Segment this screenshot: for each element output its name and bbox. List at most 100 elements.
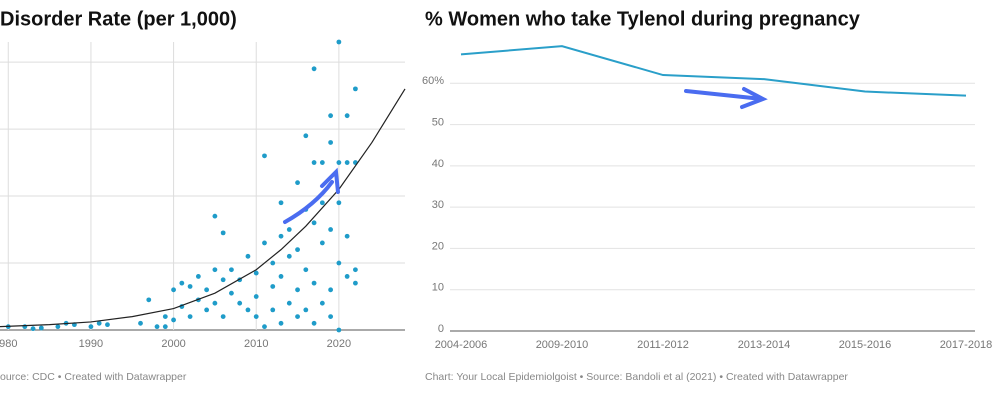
point: [262, 153, 267, 159]
point: [253, 294, 259, 299]
x-tick-label: 2017-2018: [940, 339, 993, 351]
point: [229, 290, 234, 296]
point: [295, 247, 300, 253]
annotation-arrows: [283, 87, 768, 224]
point: [55, 324, 61, 330]
point: [237, 300, 243, 306]
y-tick-label: 40: [432, 158, 444, 170]
point: [105, 322, 110, 328]
point: [353, 267, 358, 273]
point: [336, 160, 342, 165]
point: [303, 133, 309, 139]
point: [328, 140, 334, 145]
x-tick-label: 2000: [161, 338, 185, 350]
point: [262, 240, 267, 246]
point: [311, 160, 317, 165]
point: [204, 307, 210, 313]
point: [270, 260, 276, 266]
point: [245, 307, 251, 313]
point: [336, 260, 342, 266]
x-tick-label: 1990: [79, 338, 103, 350]
y-tick-label: 0: [438, 323, 444, 335]
point: [303, 307, 309, 313]
x-tick-label: 2004-2006: [435, 339, 488, 351]
point: [328, 113, 334, 119]
point: [344, 113, 350, 119]
point: [204, 287, 210, 293]
point: [212, 267, 218, 273]
point: [319, 200, 325, 206]
point: [319, 300, 325, 306]
point: [88, 324, 94, 330]
point: [344, 233, 350, 239]
chart-source: ource: CDC • Created with Datawrapper: [0, 371, 187, 383]
point: [311, 320, 317, 326]
point: [179, 280, 185, 286]
point: [278, 233, 284, 239]
y-tick-label: 30: [432, 199, 444, 211]
point: [220, 277, 226, 283]
point: [253, 270, 259, 276]
point: [278, 320, 284, 326]
point: [212, 213, 218, 219]
point: [278, 274, 284, 279]
point: [187, 284, 193, 289]
point: [146, 297, 152, 303]
point: [336, 327, 342, 333]
point: [319, 160, 325, 165]
point: [286, 227, 292, 232]
point: [319, 240, 325, 246]
point: [311, 220, 317, 226]
point: [22, 324, 28, 330]
x-tick-label: 2009-2010: [536, 339, 589, 351]
trend-line: [0, 88, 406, 328]
point: [270, 307, 276, 313]
point: [195, 274, 201, 279]
point: [253, 314, 259, 320]
point: [328, 287, 334, 293]
point: [303, 267, 309, 273]
point: [336, 200, 342, 206]
point: [336, 39, 342, 45]
point: [295, 314, 300, 320]
point: [262, 324, 267, 330]
point: [328, 314, 334, 320]
point: [295, 180, 300, 186]
point: [311, 66, 317, 72]
plots: 980 1990 2000 2010 2020 0 10 20 30 40 50 60% 2004-20…: [0, 39, 993, 351]
point: [162, 324, 168, 330]
point: [154, 324, 160, 330]
point: [270, 284, 276, 289]
arrow: [684, 89, 764, 101]
point: [138, 320, 143, 326]
y-tick-label: 50: [432, 116, 444, 128]
y-tick-label: 60%: [422, 75, 444, 87]
point: [38, 325, 44, 331]
arrow-head: [740, 87, 768, 109]
chart-title: % Women who take Tylenol during pregnanc…: [425, 8, 861, 30]
arrow-head: [320, 167, 340, 194]
point: [344, 274, 350, 279]
point: [220, 314, 226, 320]
x-tick-label: 2013-2014: [738, 339, 791, 351]
point: [187, 314, 193, 320]
x-tick-label: 2011-2012: [637, 339, 689, 351]
point: [229, 267, 234, 273]
point: [286, 300, 292, 306]
point: [171, 287, 176, 293]
y-tick-label: 20: [432, 240, 444, 252]
arrow: [283, 180, 334, 224]
point: [162, 314, 168, 320]
x-tick-label: 2015-2016: [839, 339, 892, 351]
point: [212, 300, 218, 306]
point: [30, 326, 36, 332]
point: [353, 86, 358, 92]
chart-title: Disorder Rate (per 1,000): [0, 8, 237, 30]
point: [344, 160, 350, 165]
point: [295, 287, 300, 293]
x-tick-label: 2020: [327, 338, 351, 350]
point: [353, 280, 358, 286]
line: [460, 45, 967, 97]
